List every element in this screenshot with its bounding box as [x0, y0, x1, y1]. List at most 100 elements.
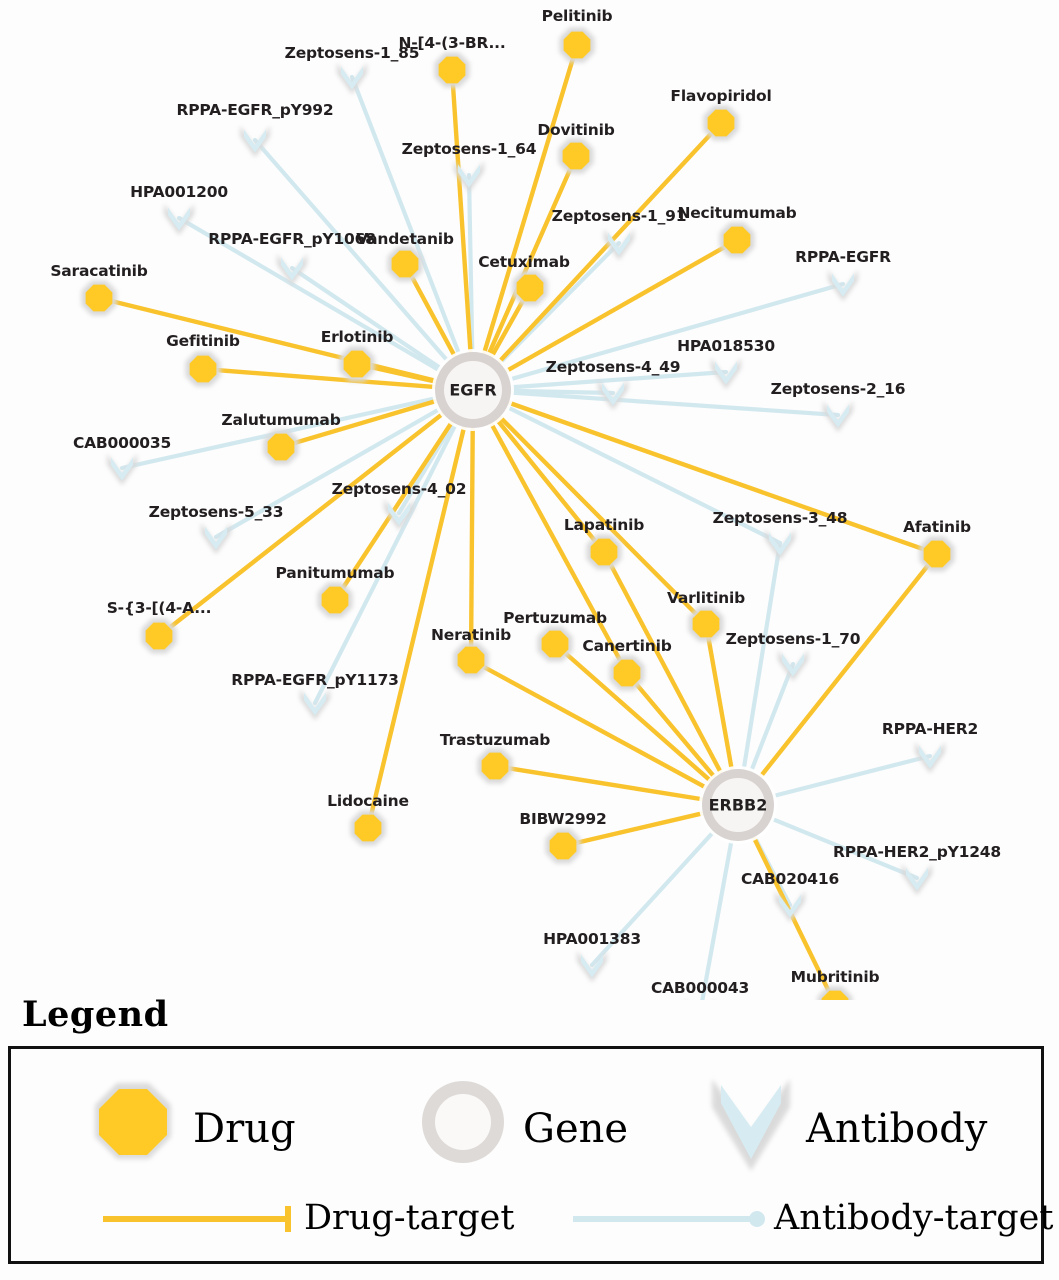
- edge: [509, 390, 841, 418]
- edge: [176, 215, 442, 373]
- edge: [312, 422, 458, 706]
- gene-node[interactable]: [699, 766, 777, 844]
- antibody-node[interactable]: [778, 649, 808, 682]
- drug-node[interactable]: [817, 986, 853, 1000]
- antibody-node[interactable]: [300, 688, 330, 721]
- antibody-node[interactable]: [765, 528, 795, 561]
- antibody-node[interactable]: [240, 125, 270, 158]
- antibody-node[interactable]: [823, 400, 853, 433]
- edge: [624, 670, 717, 779]
- gene-node[interactable]: [432, 349, 514, 431]
- drug-node[interactable]: [512, 270, 548, 306]
- antibody-node[interactable]: [337, 62, 367, 95]
- antibody-node[interactable]: [828, 269, 858, 302]
- antibody-node[interactable]: [577, 950, 607, 983]
- edge: [289, 265, 443, 371]
- drug-node[interactable]: [545, 828, 581, 864]
- antibody-node[interactable]: [164, 203, 194, 236]
- edge: [449, 67, 473, 354]
- antibody-node[interactable]: [384, 498, 414, 531]
- drug-node[interactable]: [434, 52, 470, 88]
- drug-node[interactable]: [453, 642, 489, 678]
- antibody-node[interactable]: [711, 357, 741, 390]
- edge: [498, 240, 622, 365]
- drug-node[interactable]: [141, 618, 177, 654]
- legend-item-drug: Drug: [73, 1071, 296, 1186]
- edge: [770, 816, 920, 881]
- legend-item-antibody-target: Antibody-target: [569, 1201, 1053, 1236]
- drug-node[interactable]: [609, 655, 645, 691]
- circle-line-icon: [573, 1210, 765, 1227]
- drug-node[interactable]: [719, 222, 755, 258]
- antibody-node[interactable]: [915, 741, 945, 774]
- edge: [466, 172, 475, 354]
- drug-node[interactable]: [477, 748, 513, 784]
- legend-label-gene: Gene: [523, 1105, 629, 1152]
- legend-title: Legend: [22, 994, 169, 1035]
- edge: [749, 661, 796, 773]
- gene-label: EGFR: [449, 380, 497, 400]
- drug-node[interactable]: [339, 346, 375, 382]
- edge: [589, 830, 716, 968]
- edges-layer: [96, 42, 940, 1000]
- antibody-node[interactable]: [201, 522, 231, 555]
- chevron-icon: [712, 1079, 790, 1171]
- edge: [200, 366, 437, 390]
- drug-node[interactable]: [387, 246, 423, 282]
- drug-node[interactable]: [558, 138, 594, 174]
- drug-node[interactable]: [688, 606, 724, 642]
- drug-node[interactable]: [185, 351, 221, 387]
- edge: [365, 425, 467, 831]
- edge: [213, 407, 442, 540]
- edge: [741, 540, 783, 771]
- edge: [771, 753, 933, 798]
- legend: Legend Drug Gene Antibody: [0, 988, 1059, 1280]
- antibody-node[interactable]: [454, 160, 484, 193]
- edge: [495, 418, 607, 555]
- edge: [552, 641, 713, 783]
- drug-node[interactable]: [919, 536, 955, 572]
- antibody-node[interactable]: [775, 890, 805, 923]
- octagon-icon: [95, 1083, 171, 1159]
- legend-item-drug-target: Drug-target: [99, 1201, 514, 1236]
- edge: [505, 405, 783, 546]
- edge: [507, 400, 940, 557]
- edge: [703, 621, 734, 771]
- edge: [752, 836, 836, 1000]
- drug-node[interactable]: [586, 534, 622, 570]
- edge: [508, 281, 846, 382]
- network-canvas: Zeptosens-1_85 RPPA-EGFR_pY992 Zeptosens-1…: [50, 7, 1001, 1000]
- edge: [492, 763, 704, 802]
- edge: [156, 411, 445, 639]
- edge: [468, 657, 708, 790]
- edge: [278, 398, 438, 450]
- legend-label-drug: Drug: [193, 1105, 296, 1152]
- drug-node[interactable]: [263, 429, 299, 465]
- nodes-layer: [81, 27, 955, 1000]
- edge: [252, 137, 450, 363]
- antibody-node[interactable]: [107, 453, 137, 486]
- edge: [396, 421, 455, 516]
- edge: [468, 426, 475, 663]
- ring-icon: [422, 1081, 504, 1163]
- legend-item-gene: Gene: [403, 1071, 628, 1186]
- legend-box: Drug Gene Antibody Drug-target: [8, 1046, 1053, 1264]
- edge: [504, 237, 740, 373]
- legend-label-antibody: Antibody: [806, 1105, 988, 1152]
- antibody-node[interactable]: [604, 228, 634, 261]
- legend-label-drug-target: Drug-target: [304, 1198, 515, 1238]
- antibody-node[interactable]: [598, 378, 628, 411]
- legend-item-antibody: Antibody: [696, 1071, 987, 1186]
- drug-node[interactable]: [317, 582, 353, 618]
- legend-label-antibody-target: Antibody-target: [774, 1198, 1054, 1238]
- antibody-node[interactable]: [902, 863, 932, 896]
- drug-node[interactable]: [81, 280, 117, 316]
- edge: [489, 422, 630, 676]
- edge: [349, 74, 462, 356]
- drug-node[interactable]: [350, 810, 386, 846]
- edge: [560, 811, 705, 849]
- drug-node[interactable]: [559, 27, 595, 63]
- drug-node[interactable]: [703, 105, 739, 141]
- antibody-node[interactable]: [277, 253, 307, 286]
- drug-node[interactable]: [537, 626, 573, 662]
